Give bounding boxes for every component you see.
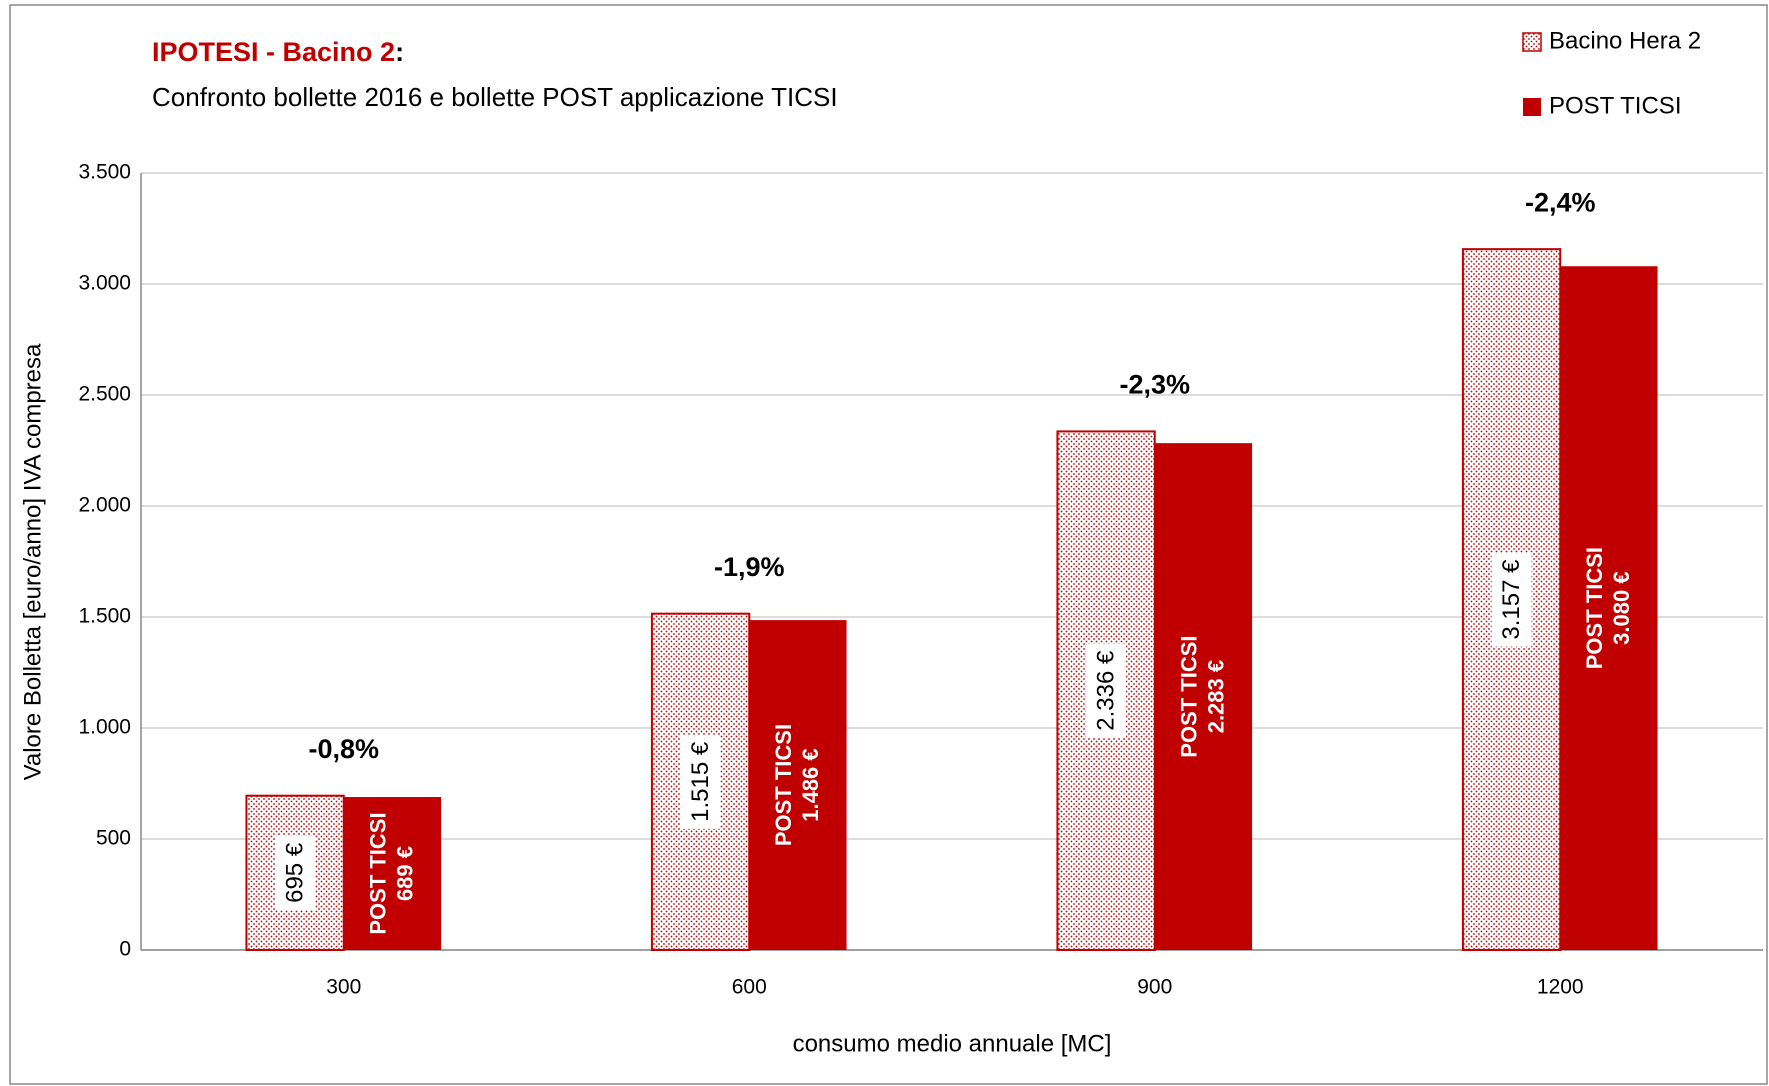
value-label: 3.157 €: [1498, 559, 1525, 640]
x-tick-label: 300: [326, 976, 361, 999]
value-label-name: POST TICSI: [1176, 635, 1201, 757]
bar: [1560, 266, 1658, 950]
value-label-name: POST TICSI: [365, 812, 390, 934]
y-axis-label: Valore Bolletta [euro/anno] IVA compresa: [19, 343, 46, 780]
value-label-value: 2.283 €: [1203, 660, 1228, 733]
x-tick-label: 1200: [1537, 976, 1584, 999]
chart-subtitle: Confronto bollette 2016 e bollette POST …: [152, 82, 838, 112]
y-tick-label: 3.500: [78, 161, 131, 184]
value-label: 1.515 €: [687, 741, 714, 822]
bar: [749, 620, 847, 950]
value-label-bg: [680, 734, 721, 829]
value-label-group: 695 €: [275, 835, 316, 910]
x-tick-label: 900: [1137, 976, 1172, 999]
legend-swatch: [1522, 32, 1542, 52]
chart-title: IPOTESI - Bacino 2:: [152, 37, 404, 67]
value-label-value: 1.486 €: [798, 748, 823, 821]
value-label-group: POST TICSI3.080 €: [1582, 547, 1634, 669]
value-label: POST TICSI3.080 €: [1582, 547, 1634, 669]
frame: [9, 4, 1768, 1085]
legend-label: Bacino Hera 2: [1549, 27, 1701, 54]
value-label-group: 1.515 €: [680, 734, 721, 829]
y-tick-label: 2.500: [78, 383, 131, 406]
value-label: POST TICSI689 €: [365, 812, 417, 934]
value-label: 2.336 €: [1092, 650, 1119, 731]
value-label: POST TICSI2.283 €: [1176, 635, 1228, 757]
y-tick-label: 1.000: [78, 716, 131, 739]
y-tick-label: 3.000: [78, 272, 131, 295]
value-label-value: 3.080 €: [1609, 571, 1634, 644]
annotation: -2,3%: [1119, 370, 1190, 400]
y-tick-label: 1.500: [78, 605, 131, 628]
bar: [1461, 248, 1562, 951]
value-label-group: POST TICSI1.486 €: [771, 724, 823, 846]
y-tick-label: 0: [119, 938, 131, 961]
value-label-name: POST TICSI: [1582, 547, 1607, 669]
bar: [1154, 443, 1253, 950]
x-tick-label: 600: [732, 976, 767, 999]
value-label-group: 3.157 €: [1491, 552, 1532, 647]
bar: [650, 612, 751, 951]
title-main: IPOTESI - Bacino 2: [152, 37, 395, 67]
value-label: 695 €: [281, 842, 308, 903]
x-axis-label: consumo medio annuale [MC]: [793, 1030, 1112, 1057]
value-label-bg: [275, 835, 316, 910]
annotation: -0,8%: [308, 734, 379, 764]
annotation: -2,4%: [1525, 187, 1596, 217]
legend-label: POST TICSI: [1549, 92, 1681, 119]
value-label-group: 2.336 €: [1086, 643, 1127, 738]
value-label-bg: [1491, 552, 1532, 647]
value-label-value: 689 €: [392, 846, 417, 901]
value-label: POST TICSI1.486 €: [771, 724, 823, 846]
value-label-group: POST TICSI2.283 €: [1176, 635, 1228, 757]
title-colon: :: [395, 37, 404, 67]
annotation: -1,9%: [714, 552, 785, 582]
bar: [343, 797, 442, 950]
value-label-group: POST TICSI689 €: [365, 812, 417, 934]
legend-swatch: [1523, 98, 1541, 116]
value-label-name: POST TICSI: [771, 724, 796, 846]
y-tick-label: 2.000: [78, 494, 131, 517]
y-tick-label: 500: [96, 827, 131, 850]
value-label-bg: [1086, 643, 1127, 738]
